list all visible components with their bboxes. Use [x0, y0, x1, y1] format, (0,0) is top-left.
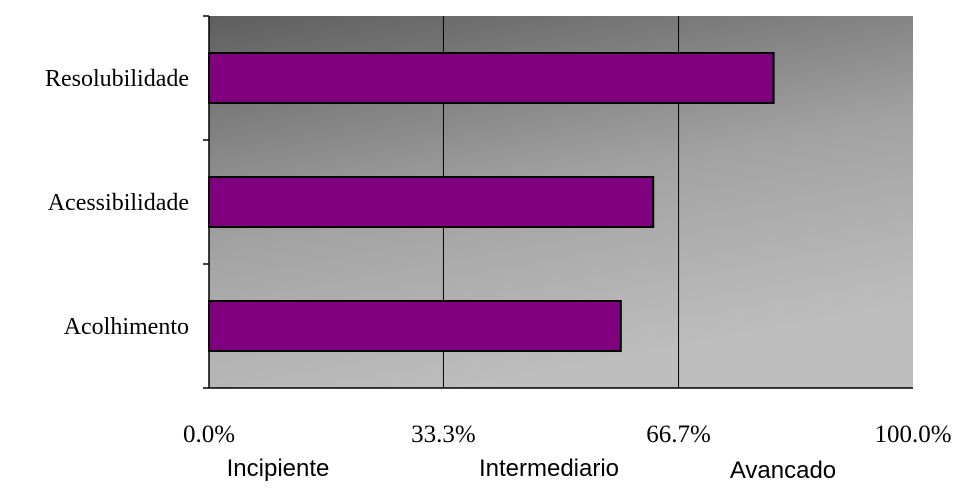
x-tick-labels: 0.0% 33.3% 66.7% 100.0% — [183, 421, 952, 448]
bar-resolubilidade — [208, 52, 775, 104]
level-label-intermediario: Intermediario — [479, 455, 619, 482]
x-tick-label-0: 0.0% — [183, 421, 235, 448]
level-labels: Incipiente Intermediario Avancado — [227, 455, 837, 484]
y-axis-ticks — [203, 15, 209, 389]
bar-acessibilidade — [208, 176, 655, 228]
category-label-resolubilidade: Resolubilidade — [45, 66, 189, 92]
category-labels: Resolubilidade Acessibilidade Acolhimento — [45, 66, 189, 340]
x-tick-label-3: 100.0% — [874, 421, 951, 448]
x-tick-label-1: 33.3% — [411, 421, 476, 448]
level-label-incipiente: Incipiente — [227, 455, 330, 482]
category-label-acolhimento: Acolhimento — [64, 314, 189, 340]
x-tick-label-2: 66.7% — [646, 421, 711, 448]
level-label-avancado: Avancado — [730, 457, 836, 484]
category-label-acessibilidade: Acessibilidade — [48, 190, 189, 216]
bar-acolhimento — [208, 300, 622, 352]
